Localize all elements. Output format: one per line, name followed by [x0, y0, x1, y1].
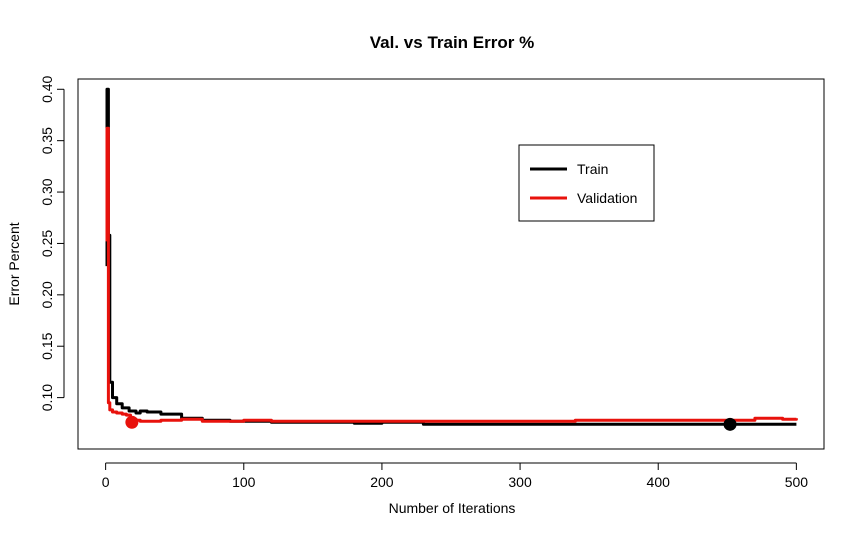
y-axis: 0.10 0.15 0.20 0.25 0.30 0.35 0.40	[39, 75, 65, 411]
y-tick-label: 0.15	[39, 332, 55, 359]
series-layer	[105, 87, 798, 431]
x-axis: 0 100 200 300 400 500	[102, 462, 809, 490]
validation-min-marker	[125, 415, 139, 429]
validation-series-line	[105, 126, 798, 423]
legend-label-train: Train	[577, 161, 608, 177]
x-axis-label: Number of Iterations	[389, 500, 516, 516]
x-tick-label: 200	[370, 474, 394, 490]
train-min-marker	[723, 417, 737, 431]
x-tick-label: 500	[785, 474, 809, 490]
legend-box	[518, 144, 655, 222]
plot-frame	[77, 78, 825, 450]
x-tick-label: 100	[232, 474, 256, 490]
y-axis-label: Error Percent	[6, 222, 22, 305]
y-tick-label: 0.10	[39, 384, 55, 411]
x-tick-label: 300	[508, 474, 532, 490]
y-tick-label: 0.30	[39, 178, 55, 205]
y-tick-label: 0.35	[39, 127, 55, 154]
y-tick-label: 0.20	[39, 281, 55, 308]
y-tick-label: 0.25	[39, 230, 55, 257]
train-series-line	[105, 87, 797, 426]
legend: Train Validation	[518, 144, 655, 222]
y-tick-label: 0.40	[39, 75, 55, 102]
x-tick-label: 0	[102, 474, 110, 490]
x-tick-label: 400	[647, 474, 671, 490]
legend-label-validation: Validation	[577, 190, 637, 206]
chart-title: Val. vs Train Error %	[370, 33, 534, 52]
